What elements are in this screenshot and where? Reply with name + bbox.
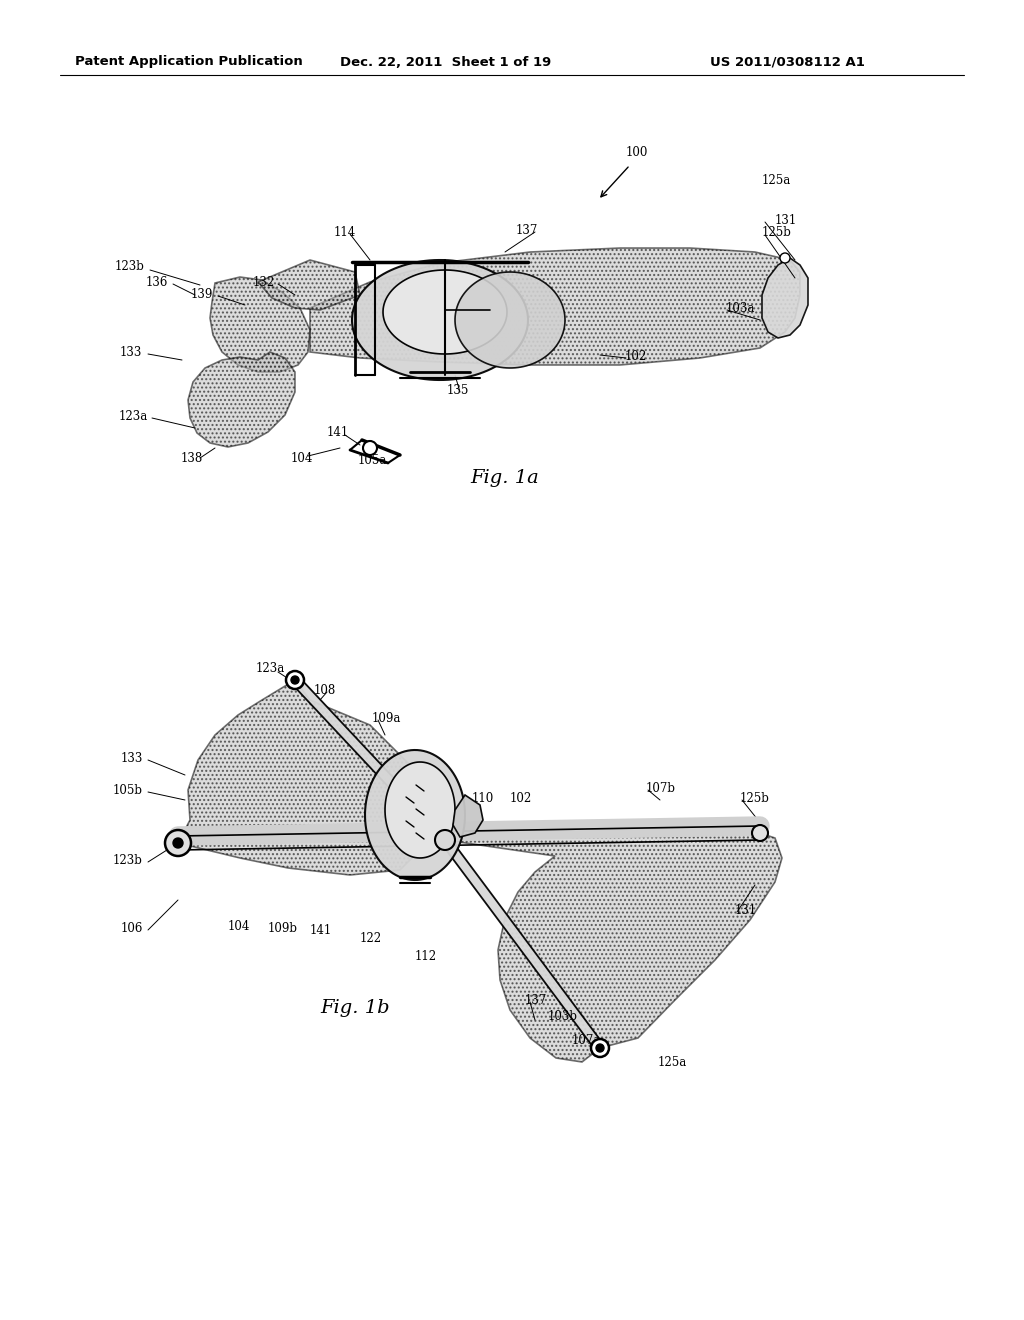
Text: 125a: 125a <box>658 1056 687 1068</box>
Text: 123b: 123b <box>115 260 145 273</box>
Text: 105a: 105a <box>358 454 387 466</box>
Text: 125b: 125b <box>762 227 792 239</box>
Polygon shape <box>188 352 295 447</box>
Circle shape <box>591 1039 609 1057</box>
Text: 110: 110 <box>472 792 495 804</box>
Text: 123a: 123a <box>119 409 148 422</box>
Text: 141: 141 <box>327 426 349 440</box>
Circle shape <box>780 253 790 263</box>
Text: 114: 114 <box>400 767 422 780</box>
Text: 122: 122 <box>360 932 382 945</box>
Text: 133: 133 <box>120 346 142 359</box>
Text: 125a: 125a <box>762 173 792 186</box>
Text: 139: 139 <box>190 288 213 301</box>
Circle shape <box>435 830 455 850</box>
Circle shape <box>165 830 191 855</box>
Circle shape <box>596 1044 604 1052</box>
Circle shape <box>362 441 377 455</box>
Text: 109a: 109a <box>372 711 401 725</box>
Polygon shape <box>762 257 808 338</box>
Text: 103a: 103a <box>726 301 756 314</box>
Polygon shape <box>310 248 800 366</box>
Text: 137: 137 <box>525 994 548 1006</box>
Polygon shape <box>258 260 360 310</box>
Polygon shape <box>385 762 455 858</box>
Text: 131: 131 <box>735 903 758 916</box>
Text: Fig. 1a: Fig. 1a <box>471 469 540 487</box>
Text: 105b: 105b <box>113 784 143 796</box>
Text: 102: 102 <box>510 792 532 804</box>
Polygon shape <box>210 277 310 372</box>
Text: Dec. 22, 2011  Sheet 1 of 19: Dec. 22, 2011 Sheet 1 of 19 <box>340 55 551 69</box>
Text: 104: 104 <box>228 920 251 932</box>
Text: 141: 141 <box>310 924 332 936</box>
Text: 123a: 123a <box>255 661 285 675</box>
Polygon shape <box>292 677 449 843</box>
Polygon shape <box>352 260 528 380</box>
Circle shape <box>173 838 183 847</box>
Polygon shape <box>365 750 465 880</box>
Text: US 2011/0308112 A1: US 2011/0308112 A1 <box>710 55 865 69</box>
Text: 106: 106 <box>121 921 143 935</box>
Text: 107a: 107a <box>572 1034 601 1047</box>
Text: 136: 136 <box>145 276 168 289</box>
Text: 103b: 103b <box>548 1010 578 1023</box>
Polygon shape <box>453 795 483 837</box>
Text: 135: 135 <box>446 384 469 396</box>
Circle shape <box>752 825 768 841</box>
Text: 137: 137 <box>516 223 539 236</box>
Text: 133: 133 <box>121 751 143 764</box>
Text: 107b: 107b <box>646 781 676 795</box>
Circle shape <box>286 671 304 689</box>
Text: 109b: 109b <box>268 921 298 935</box>
Circle shape <box>168 833 188 853</box>
Circle shape <box>291 676 299 684</box>
Text: 132: 132 <box>253 276 275 289</box>
Text: 123b: 123b <box>113 854 143 866</box>
Text: 112: 112 <box>415 949 437 962</box>
Text: 125b: 125b <box>740 792 770 804</box>
Text: 135: 135 <box>428 792 451 804</box>
Text: 138: 138 <box>181 451 203 465</box>
Polygon shape <box>455 272 565 368</box>
Text: 104: 104 <box>291 451 313 465</box>
Text: 131: 131 <box>775 214 798 227</box>
Polygon shape <box>178 680 445 875</box>
Text: Fig. 1b: Fig. 1b <box>321 999 390 1016</box>
Polygon shape <box>445 822 782 1063</box>
Polygon shape <box>441 837 604 1051</box>
Polygon shape <box>383 271 507 354</box>
Text: 102: 102 <box>625 351 647 363</box>
Text: 100: 100 <box>626 145 648 158</box>
Text: 114: 114 <box>334 226 356 239</box>
Text: 108: 108 <box>314 684 336 697</box>
Text: Patent Application Publication: Patent Application Publication <box>75 55 303 69</box>
